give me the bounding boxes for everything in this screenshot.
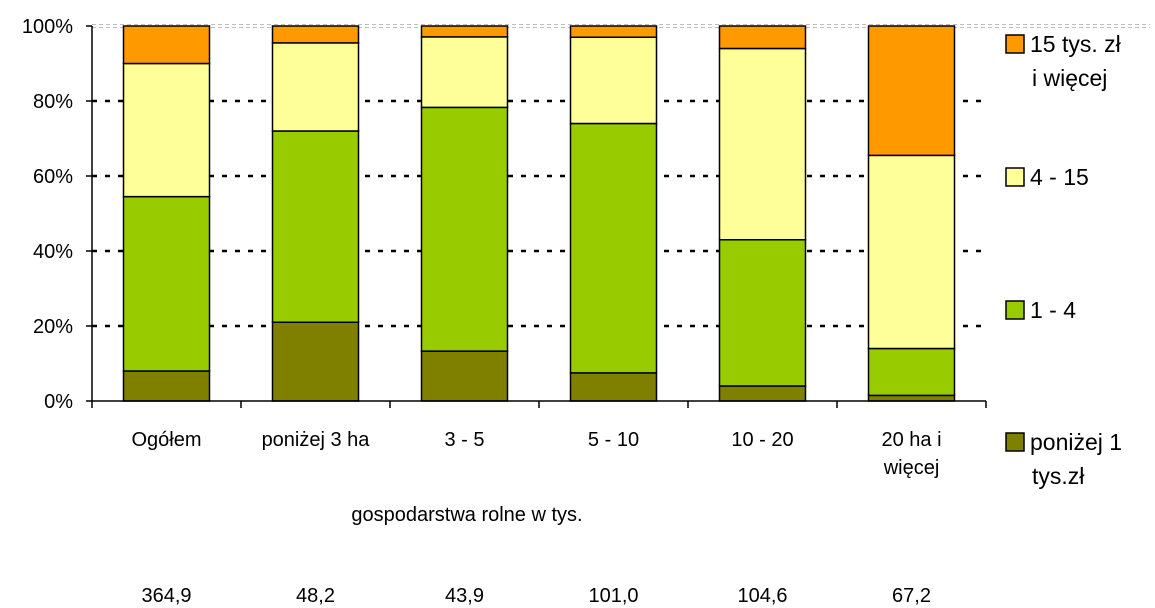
- x-tick-label: poniżej 3 ha: [262, 429, 371, 451]
- bar-segment: [718, 385, 807, 402]
- x-tick-label: 5 - 10: [588, 429, 639, 451]
- y-tick-labels: 0% 20% 40% 60% 80% 100%: [22, 16, 73, 413]
- bar-segment: [867, 154, 956, 350]
- x-tick-label: 3 - 5: [444, 429, 484, 451]
- bar-segment: [420, 350, 509, 402]
- x-tick-labels: Ogółem poniżej 3 ha 3 - 5 5 - 10 10 - 20 20 h…: [131, 429, 941, 479]
- bar-segment: [718, 47, 807, 241]
- bar-segment: [122, 370, 211, 402]
- y-tick-label: 40%: [33, 241, 73, 263]
- bar-segment: [867, 347, 956, 397]
- bar-segment: [569, 36, 658, 125]
- bar-segment: [420, 106, 509, 352]
- y-tick-label: 0%: [44, 391, 73, 413]
- y-tick-label: 100%: [22, 16, 73, 38]
- bar-segment: [569, 372, 658, 402]
- bar-segment: [718, 25, 807, 50]
- y-tick-label: 20%: [33, 316, 73, 338]
- farm-count-label: 104,6: [737, 585, 787, 607]
- bar-segment: [420, 36, 509, 109]
- legend-swatch: [1005, 167, 1025, 187]
- legend-label: 4 - 15: [1030, 164, 1089, 190]
- x-axis-title: gospodarstwa rolne w tys.: [351, 504, 582, 526]
- farm-count-label: 48,2: [296, 585, 335, 607]
- farm-count-label: 67,2: [892, 585, 931, 607]
- legend-label: poniżej 1 tys.zł: [1030, 429, 1122, 489]
- bar-segment: [867, 25, 956, 157]
- bar-segment: [271, 25, 360, 44]
- bar-segment: [122, 25, 211, 65]
- y-tick-label: 80%: [33, 91, 73, 113]
- bar-segment: [569, 25, 658, 38]
- x-tick-label: 20 ha i więcej: [881, 429, 941, 479]
- bar-segment: [718, 239, 807, 387]
- legend: 15 tys. zł i więcej 4 - 15 1 - 4 poniżej 1 ty…: [1005, 31, 1122, 489]
- x-tick-label: 10 - 20: [731, 429, 793, 451]
- bars: [122, 25, 956, 402]
- bar-segment: [271, 321, 360, 402]
- bar-segment: [122, 195, 211, 372]
- farm-count-row: 364,9 48,2 43,9 101,0 104,6 67,2: [141, 585, 931, 607]
- farm-count-label: 101,0: [588, 585, 638, 607]
- bar-segment: [271, 42, 360, 132]
- y-tick-label: 60%: [33, 166, 73, 188]
- legend-label: 15 tys. zł i więcej: [1030, 31, 1121, 91]
- bar-segment: [420, 25, 509, 38]
- farm-count-label: 43,9: [445, 585, 484, 607]
- bar-segment: [122, 62, 211, 198]
- axes: [86, 25, 987, 408]
- farm-count-label: 364,9: [141, 585, 191, 607]
- bar-segment: [867, 394, 956, 402]
- legend-swatch: [1005, 432, 1025, 452]
- legend-swatch: [1005, 300, 1025, 320]
- x-tick-label: Ogółem: [131, 429, 201, 451]
- bar-segment: [569, 122, 658, 374]
- legend-swatch: [1005, 34, 1025, 54]
- legend-label: 1 - 4: [1030, 297, 1076, 323]
- bar-segment: [271, 130, 360, 323]
